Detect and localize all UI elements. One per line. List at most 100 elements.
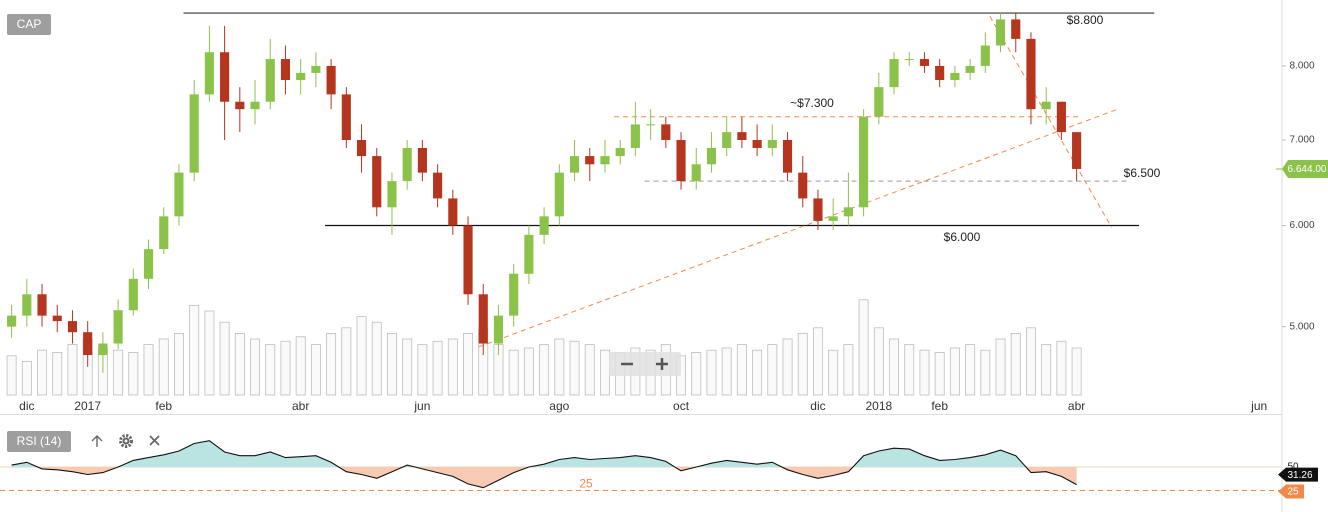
candle-body xyxy=(752,140,762,148)
level-label: ~$7.300 xyxy=(790,96,834,110)
trendline xyxy=(989,15,1113,228)
level-label: $6.500 xyxy=(1124,166,1161,180)
candle-body xyxy=(980,45,990,66)
title-badge xyxy=(7,14,51,35)
x-tick-label: ago xyxy=(549,399,569,413)
candle-body xyxy=(448,198,458,226)
candle-body xyxy=(235,101,245,110)
y-tick-label: 5.000 xyxy=(1289,321,1314,332)
volume-bar xyxy=(447,338,458,396)
x-tick-label: feb xyxy=(155,399,172,413)
candle-body xyxy=(220,52,230,102)
volume-bar xyxy=(980,349,991,396)
volume-bar xyxy=(371,321,382,396)
candle-body xyxy=(828,216,838,221)
volume-bar xyxy=(782,338,793,396)
volume-bar xyxy=(554,338,565,396)
candle-body xyxy=(600,156,610,165)
volume-bar xyxy=(691,352,702,396)
volume-bar xyxy=(21,360,32,396)
candle-body xyxy=(524,234,534,274)
volume-bar xyxy=(417,344,428,396)
candle-body xyxy=(1026,38,1036,110)
candle-body xyxy=(813,198,823,221)
settings-icon[interactable] xyxy=(119,434,133,448)
candle-body xyxy=(995,19,1006,46)
volume-bar xyxy=(508,349,519,396)
volume-bar xyxy=(919,349,930,396)
zoom-in-button[interactable] xyxy=(656,358,668,370)
x-tick-label: dic xyxy=(19,399,34,413)
candle-body xyxy=(859,116,869,208)
candle-body xyxy=(676,140,686,182)
candle-body xyxy=(280,59,291,80)
rsi-level-badge xyxy=(1278,484,1304,499)
volume-bar xyxy=(219,321,230,396)
candle-body xyxy=(250,101,260,110)
zoom-box xyxy=(609,352,681,376)
volume-bar xyxy=(736,344,747,396)
candle-body xyxy=(372,156,382,208)
candle-body xyxy=(189,94,199,173)
candle-body xyxy=(22,294,32,316)
candle-body xyxy=(83,332,93,356)
candle-body xyxy=(296,72,306,80)
candle-body xyxy=(646,124,656,126)
rsi-title: RSI (14) xyxy=(17,434,62,448)
candle-body xyxy=(37,294,47,316)
volume-bar xyxy=(1056,340,1067,396)
x-tick-label: abr xyxy=(292,399,309,413)
volume-bar xyxy=(356,316,367,396)
volume-bar xyxy=(934,352,945,396)
x-tick-label: jun xyxy=(413,399,430,413)
candle-body xyxy=(615,147,625,157)
candle-body xyxy=(737,132,747,141)
candle-body xyxy=(798,172,808,199)
candle-body xyxy=(204,52,214,95)
candle-body xyxy=(356,140,367,157)
candle-body xyxy=(1056,101,1066,133)
candle-body xyxy=(387,181,397,208)
rsi-line xyxy=(11,440,1077,489)
volume-bar xyxy=(402,338,413,396)
candle-body xyxy=(965,65,975,73)
y-tick-label: 6.000 xyxy=(1289,220,1314,231)
x-tick-label: 2018 xyxy=(865,399,892,413)
arrow-up-icon[interactable] xyxy=(91,435,103,447)
candle-body xyxy=(128,278,138,311)
volume-bar xyxy=(189,304,200,396)
candle-body xyxy=(417,147,427,173)
candle-body xyxy=(843,207,853,217)
candle-body xyxy=(98,343,108,356)
rsi-level-badge-label: 25 xyxy=(1287,487,1299,498)
rsi-last-badge xyxy=(1278,467,1318,482)
zoom-controls xyxy=(609,352,681,376)
close-icon[interactable] xyxy=(149,435,160,446)
candle-body xyxy=(569,156,580,173)
candle-body xyxy=(402,147,412,182)
volume-bar xyxy=(539,344,550,396)
volume-bar xyxy=(995,338,1006,396)
candle-body xyxy=(691,164,701,182)
candle-body xyxy=(1011,19,1021,39)
volume-bar xyxy=(1026,327,1036,396)
volume-bar xyxy=(6,355,17,396)
volume-bar xyxy=(965,344,976,396)
candle-body xyxy=(585,156,595,165)
volume-bar xyxy=(113,349,124,396)
rsi-badge xyxy=(7,431,71,452)
rsi-area-above xyxy=(11,440,1077,467)
volume-bar xyxy=(158,338,169,396)
volume-bar xyxy=(386,332,397,396)
x-tick-label: oct xyxy=(673,399,690,413)
candle-body xyxy=(554,172,564,217)
candle-body xyxy=(478,294,488,344)
volume-bar xyxy=(600,349,610,396)
volume-bar xyxy=(889,338,900,396)
last-price-label: 6.644.00 xyxy=(1288,164,1327,175)
candle-body xyxy=(950,72,960,80)
volume-bar xyxy=(767,344,778,396)
volume-bar xyxy=(1071,347,1082,396)
candle-body xyxy=(311,65,321,73)
